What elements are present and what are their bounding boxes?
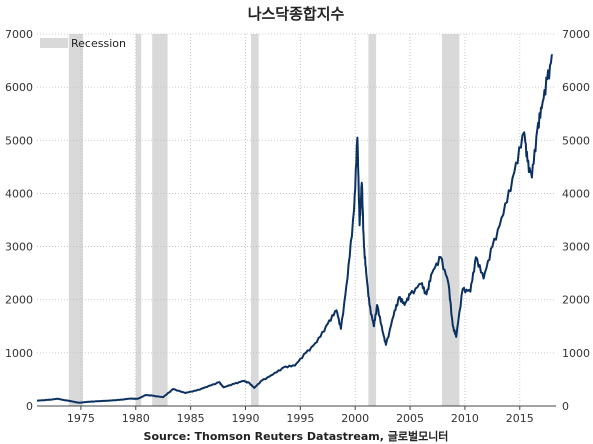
y-tick-right-5000: 5000 bbox=[562, 134, 590, 147]
x-tick-2005: 2005 bbox=[396, 412, 424, 425]
y-tick-right-6000: 6000 bbox=[562, 81, 590, 94]
y-tick-left-1000: 1000 bbox=[5, 347, 33, 360]
recession-band-1 bbox=[135, 34, 142, 406]
source-note: Source: Thomson Reuters Datastream, 글로벌모… bbox=[144, 429, 449, 443]
y-tick-right-0: 0 bbox=[562, 400, 569, 413]
y-tick-left-5000: 5000 bbox=[5, 134, 33, 147]
x-tick-1975: 1975 bbox=[67, 412, 95, 425]
y-tick-right-4000: 4000 bbox=[562, 187, 590, 200]
x-axis: 1975 1980 1985 1990 1995 2000 2005 2010 2015 bbox=[37, 405, 556, 425]
x-tick-2000: 2000 bbox=[341, 412, 369, 425]
x-tick-1995: 1995 bbox=[286, 412, 314, 425]
x-tick-1990: 1990 bbox=[231, 412, 259, 425]
recession-band-2 bbox=[152, 34, 168, 406]
legend-swatch-recession bbox=[40, 38, 68, 48]
x-tick-2010: 2010 bbox=[451, 412, 479, 425]
x-tick-2015: 2015 bbox=[506, 412, 534, 425]
y-tick-right-3000: 3000 bbox=[562, 241, 590, 254]
y-tick-left-6000: 6000 bbox=[5, 81, 33, 94]
y-tick-right-1000: 1000 bbox=[562, 347, 590, 360]
y-tick-left-0: 0 bbox=[26, 400, 33, 413]
chart-title: 나스닥종합지수 bbox=[248, 5, 345, 23]
y-axis-left: 0 1000 2000 3000 4000 5000 6000 7000 bbox=[5, 28, 33, 413]
y-tick-left-7000: 7000 bbox=[5, 28, 33, 41]
recession-band-5 bbox=[441, 34, 460, 406]
y-tick-left-4000: 4000 bbox=[5, 187, 33, 200]
recession-bands bbox=[68, 34, 460, 406]
gridlines bbox=[37, 33, 556, 407]
y-tick-left-2000: 2000 bbox=[5, 294, 33, 307]
recession-band-0 bbox=[68, 34, 84, 406]
y-tick-left-3000: 3000 bbox=[5, 241, 33, 254]
y-tick-right-7000: 7000 bbox=[562, 28, 590, 41]
x-tick-1985: 1985 bbox=[177, 412, 205, 425]
y-axis-right: 0 1000 2000 3000 4000 5000 6000 7000 bbox=[562, 28, 590, 413]
x-tick-1980: 1980 bbox=[122, 412, 150, 425]
recession-band-3 bbox=[250, 34, 259, 406]
legend: Recession bbox=[40, 37, 126, 50]
recession-band-4 bbox=[368, 34, 377, 406]
series-line bbox=[36, 54, 553, 404]
legend-label-recession: Recession bbox=[71, 37, 126, 50]
y-tick-right-2000: 2000 bbox=[562, 294, 590, 307]
